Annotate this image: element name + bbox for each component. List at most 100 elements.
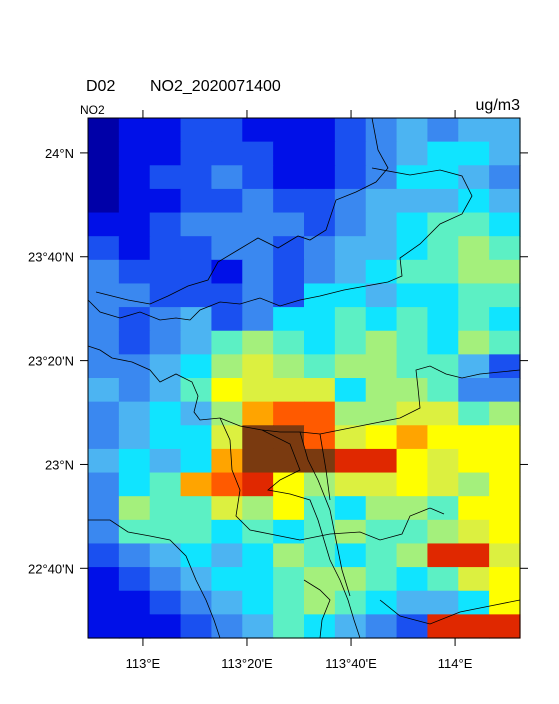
grid-cell <box>427 378 459 403</box>
grid-cell <box>396 378 429 403</box>
grid-cell <box>88 472 120 497</box>
grid-cell <box>458 378 490 403</box>
y-tick-label: 24°N <box>45 146 74 161</box>
grid-cell <box>458 259 490 285</box>
grid-cell <box>180 236 213 261</box>
grid-cell <box>334 212 367 237</box>
grid-cell <box>273 165 305 190</box>
grid-cell <box>118 330 151 355</box>
grid-cell <box>273 141 305 166</box>
grid-cell <box>396 496 429 521</box>
grid-cell <box>242 330 274 355</box>
grid-cell <box>273 188 305 214</box>
grid-cell <box>365 472 398 497</box>
x-tick-label: 113°20'E <box>221 656 273 671</box>
y-tick-label: 23°40'N <box>28 250 74 265</box>
grid-cell <box>396 401 429 426</box>
grid-cell <box>118 567 151 592</box>
grid-cell <box>211 212 243 237</box>
units-label: ug/m3 <box>476 97 521 114</box>
grid-cell <box>242 354 274 379</box>
grid-cell <box>427 496 459 521</box>
grid-cell <box>427 567 459 592</box>
grid-cell <box>242 378 274 403</box>
grid-cell <box>304 614 336 639</box>
grid-cell <box>427 165 459 190</box>
grid-cell <box>458 425 490 450</box>
grid-cell <box>427 448 459 474</box>
grid-cell <box>489 614 521 639</box>
grid-cell <box>458 567 490 592</box>
grid-cell <box>304 165 336 190</box>
grid-cell <box>149 354 182 379</box>
grid-cell <box>88 496 120 521</box>
boundary-line <box>88 519 221 639</box>
grid-cell <box>334 188 367 214</box>
grid-cell <box>149 472 182 497</box>
grid-cell <box>458 614 490 639</box>
grid-cell <box>427 259 459 285</box>
grid-cell <box>396 448 429 474</box>
grid-cell <box>118 118 151 143</box>
grid-cell <box>211 307 243 332</box>
grid-cell <box>458 496 490 521</box>
grid-cell <box>88 330 120 355</box>
grid-cell <box>88 614 120 639</box>
grid-cell <box>180 496 213 521</box>
grid-cell <box>304 259 336 285</box>
plot-frame <box>87 117 521 639</box>
river-line <box>299 431 351 597</box>
grid-cell <box>273 236 305 261</box>
grid-cell <box>304 330 336 355</box>
grid-cell <box>365 330 398 355</box>
grid-cell <box>118 307 151 332</box>
x-tick-label: 114°E <box>438 656 473 671</box>
chart-title: D02 <box>86 78 115 95</box>
grid-cell <box>242 448 274 474</box>
grid-cell <box>180 614 213 639</box>
grid-cell <box>211 448 243 474</box>
grid-cell <box>334 519 367 545</box>
y-tick-label: 23°N <box>45 457 74 472</box>
grid-cell <box>458 448 490 474</box>
grid-cell <box>396 165 429 190</box>
grid-cell <box>88 354 120 379</box>
grid-cell <box>242 165 274 190</box>
grid-cell <box>242 188 274 214</box>
grid-cell <box>365 354 398 379</box>
grid-cell <box>211 401 243 426</box>
grid-cell <box>458 330 490 355</box>
grid-cell <box>458 472 490 497</box>
grid-cell <box>180 354 213 379</box>
grid-cell <box>180 567 213 592</box>
x-tick-label: 113°E <box>126 656 161 671</box>
grid-cell <box>427 283 459 308</box>
grid-cell <box>304 118 336 143</box>
grid-cell <box>396 472 429 497</box>
grid-cell <box>427 519 459 545</box>
grid-cell <box>304 141 336 166</box>
grid-cell <box>304 543 336 568</box>
grid-cell <box>458 401 490 426</box>
grid-cell <box>304 283 336 308</box>
grid-cell <box>489 543 521 568</box>
grid-cell <box>458 354 490 379</box>
grid-cell <box>118 590 151 615</box>
grid-cell <box>334 401 367 426</box>
grid-cell <box>396 141 429 166</box>
boundary-line <box>87 345 521 435</box>
grid-cell <box>180 401 213 426</box>
grid-cell <box>88 425 120 450</box>
grid-cell <box>334 425 367 450</box>
grid-cell <box>211 259 243 285</box>
grid-cell <box>427 307 459 332</box>
grid-cell <box>458 188 490 214</box>
grid-cell <box>334 567 367 592</box>
grid-cell <box>118 543 151 568</box>
grid-cell <box>180 378 213 403</box>
grid-cell <box>334 496 367 521</box>
grid-cells <box>88 118 521 639</box>
grid-cell <box>365 307 398 332</box>
grid-cell <box>88 259 120 285</box>
